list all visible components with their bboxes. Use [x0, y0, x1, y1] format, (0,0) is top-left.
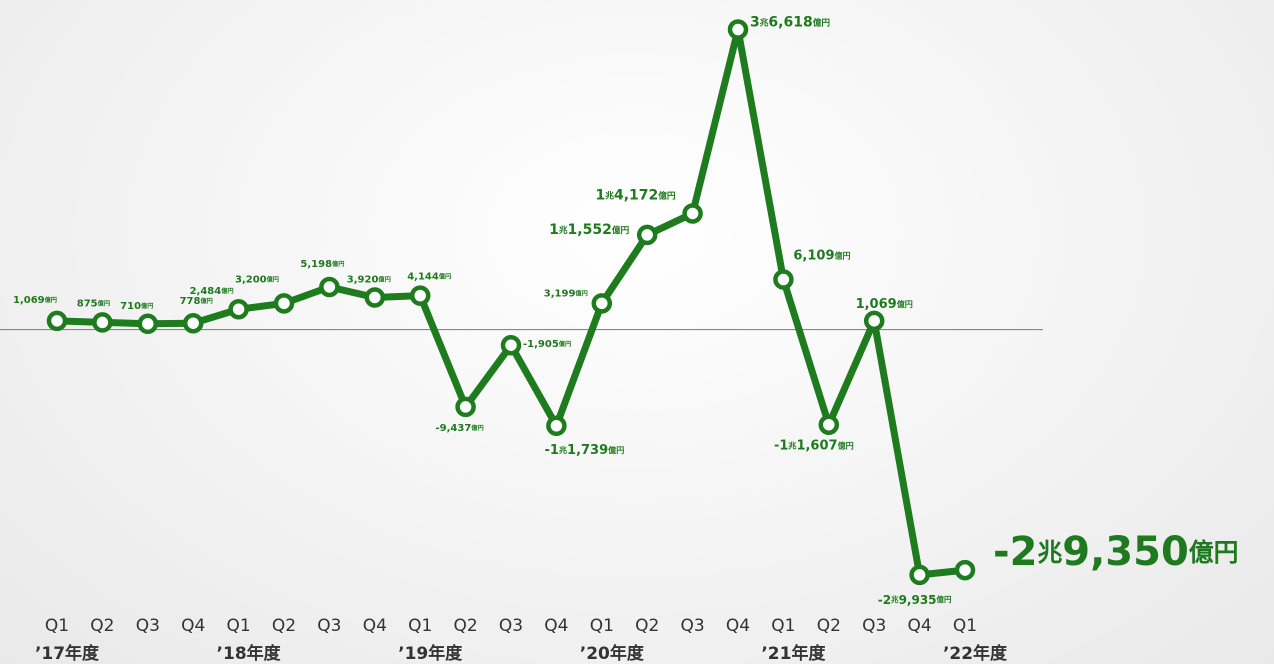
- data-point: [455, 396, 476, 418]
- data-point: [319, 276, 340, 298]
- data-point: [909, 564, 930, 586]
- year-label: ’17年度: [35, 643, 100, 664]
- data-point: [273, 293, 295, 314]
- x-tick-label: Q1: [45, 616, 69, 636]
- data-point: [863, 310, 885, 332]
- value-label: 778億円: [180, 296, 213, 307]
- x-tick-label: Q4: [544, 616, 568, 636]
- x-tick-label: Q1: [226, 616, 250, 636]
- value-label: -1,905億円: [523, 339, 571, 350]
- value-label: 3兆6,618億円: [750, 15, 830, 31]
- x-tick-label: Q2: [272, 616, 296, 636]
- value-label: 875億円: [77, 298, 110, 309]
- x-tick-label: Q1: [408, 616, 432, 636]
- data-point: [591, 293, 613, 314]
- value-label: -1兆1,739億円: [545, 442, 625, 457]
- data-point: [773, 269, 794, 290]
- data-point: [46, 310, 68, 332]
- data-point: [137, 313, 159, 335]
- value-label: 3,920億円: [347, 274, 391, 285]
- x-tick-label: Q2: [90, 616, 114, 636]
- value-label: 3,200億円: [235, 274, 279, 285]
- x-tick-label: Q2: [817, 616, 841, 636]
- x-tick-label: Q1: [953, 616, 977, 636]
- value-label: 5,198億円: [300, 259, 344, 270]
- data-point: [954, 559, 976, 581]
- data-point: [546, 415, 567, 437]
- x-tick-label: Q3: [499, 616, 523, 636]
- x-tick-label: Q1: [771, 616, 795, 636]
- value-label: 6,109億円: [793, 248, 850, 263]
- data-point: [182, 312, 204, 334]
- data-point: [818, 414, 840, 435]
- x-tick-label: Q2: [453, 616, 477, 636]
- x-tick-label: Q3: [680, 616, 704, 636]
- value-label: -1兆1,607億円: [774, 438, 854, 453]
- x-tick-label: Q3: [862, 616, 886, 636]
- value-label: 710億円: [120, 301, 153, 312]
- value-label: 1兆4,172億円: [596, 187, 676, 203]
- x-tick-label: Q1: [590, 616, 614, 636]
- data-point: [727, 19, 749, 40]
- data-point: [364, 287, 386, 308]
- value-label: -9,437億円: [436, 423, 484, 434]
- value-label: 3,199億円: [544, 288, 588, 299]
- x-tick-label: Q4: [726, 616, 750, 636]
- value-label: 4,144億円: [407, 272, 451, 283]
- year-label: ’21年度: [761, 643, 826, 664]
- data-point: [92, 312, 113, 333]
- x-tick-label: Q3: [317, 616, 341, 636]
- year-label: ’19年度: [398, 643, 463, 664]
- value-label: 1,069億円: [856, 296, 913, 311]
- x-tick-label: Q2: [635, 616, 659, 636]
- data-point: [409, 285, 431, 306]
- data-point: [228, 298, 249, 320]
- x-tick-label: Q4: [363, 616, 387, 636]
- year-label: ’22年度: [943, 643, 1008, 664]
- x-tick-label: Q4: [181, 616, 205, 636]
- x-tick-label: Q3: [136, 616, 160, 636]
- value-label: -2兆9,350億円: [993, 529, 1238, 575]
- data-point: [500, 334, 522, 356]
- data-point: [636, 224, 658, 246]
- year-label: ’18年度: [217, 643, 282, 664]
- value-label: -2兆9,935億円: [878, 592, 952, 606]
- x-tick-label: Q4: [907, 616, 931, 636]
- value-label: 2,484億円: [190, 286, 234, 297]
- value-label: 1兆1,552億円: [549, 222, 629, 238]
- value-label: 1,069億円: [13, 295, 57, 306]
- data-point: [682, 203, 703, 224]
- year-label: ’20年度: [580, 643, 645, 664]
